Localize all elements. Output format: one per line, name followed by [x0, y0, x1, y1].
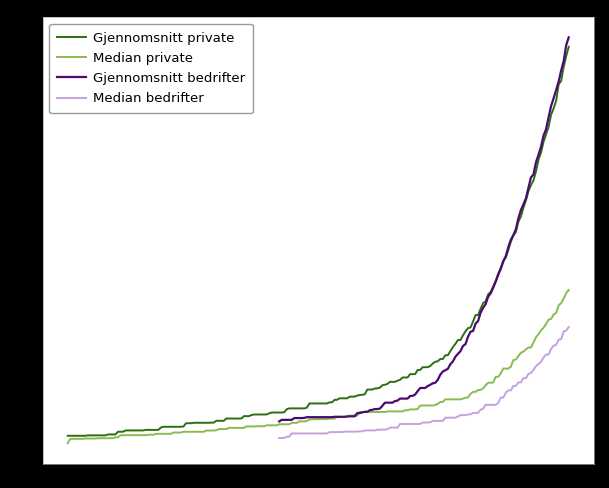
Median bedrifter — [510, 383, 517, 389]
Median bedrifter — [470, 410, 477, 416]
Gjennomsnitt bedrifter — [517, 207, 524, 213]
Median bedrifter — [543, 352, 550, 358]
Gjennomsnitt bedrifter — [565, 35, 572, 41]
Line: Median bedrifter: Median bedrifter — [279, 327, 569, 438]
Legend: Gjennomsnitt private, Median private, Gjennomsnitt bedrifter, Median bedrifter: Gjennomsnitt private, Median private, Gj… — [49, 24, 253, 113]
Gjennomsnitt bedrifter — [470, 328, 477, 334]
Median bedrifter — [517, 380, 524, 386]
Gjennomsnitt private — [157, 425, 164, 430]
Median private — [64, 440, 71, 446]
Gjennomsnitt private — [523, 198, 530, 203]
Line: Median private: Median private — [68, 290, 569, 443]
Gjennomsnitt private — [64, 433, 71, 439]
Median private — [523, 346, 530, 352]
Median bedrifter — [374, 427, 381, 433]
Median bedrifter — [565, 324, 572, 330]
Median private — [157, 431, 164, 437]
Median private — [540, 325, 547, 331]
Gjennomsnitt private — [540, 139, 547, 145]
Median bedrifter — [452, 415, 459, 421]
Gjennomsnitt bedrifter — [510, 232, 517, 238]
Line: Gjennomsnitt bedrifter: Gjennomsnitt bedrifter — [279, 38, 569, 422]
Gjennomsnitt bedrifter — [543, 126, 550, 132]
Median private — [197, 429, 205, 435]
Gjennomsnitt bedrifter — [374, 406, 381, 412]
Gjennomsnitt bedrifter — [275, 419, 283, 425]
Median private — [565, 287, 572, 293]
Gjennomsnitt bedrifter — [452, 354, 459, 360]
Median private — [84, 436, 91, 442]
Gjennomsnitt private — [84, 432, 91, 438]
Median private — [94, 435, 102, 441]
Gjennomsnitt private — [94, 432, 102, 438]
Line: Gjennomsnitt private: Gjennomsnitt private — [68, 47, 569, 436]
Median bedrifter — [275, 435, 283, 441]
Gjennomsnitt private — [565, 44, 572, 50]
Gjennomsnitt private — [197, 420, 205, 426]
